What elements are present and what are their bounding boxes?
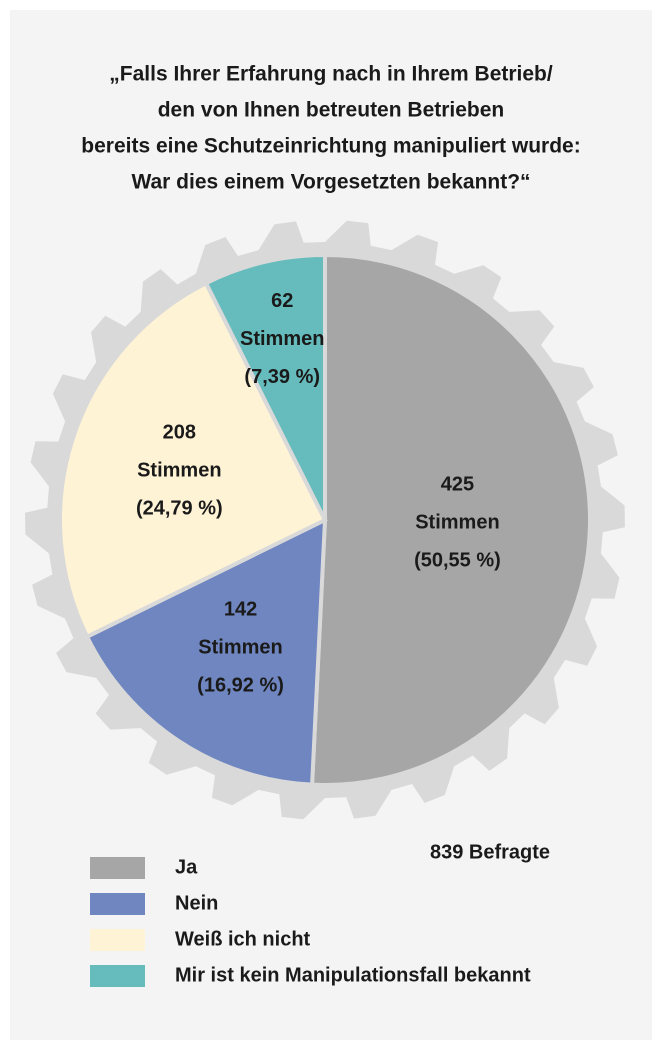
- data-label: Stimmen: [415, 512, 499, 534]
- legend-label: Weiß ich nicht: [175, 928, 311, 950]
- data-label: (50,55 %): [414, 550, 501, 572]
- chart: 839 Befragte „Falls Ihrer Erfahrung nach…: [0, 0, 662, 1052]
- note: 839 Befragte: [430, 841, 550, 863]
- legend-swatch: [90, 929, 145, 951]
- data-label: Stimmen: [240, 328, 324, 350]
- data-label: (16,92 %): [197, 675, 284, 697]
- data-label: 208: [163, 421, 196, 443]
- legend-swatch: [90, 857, 145, 879]
- data-label: 62: [271, 290, 293, 312]
- legend-label: Ja: [175, 856, 198, 878]
- chart-title: bereits eine Schutzeinrichtung manipulie…: [81, 135, 580, 158]
- data-label: (7,39 %): [244, 366, 320, 388]
- legend-label: Nein: [175, 892, 218, 914]
- legend-swatch: [90, 965, 145, 987]
- data-label: Stimmen: [198, 637, 282, 659]
- data-label: Stimmen: [137, 459, 221, 481]
- chart-title: War dies einem Vorgesetzten bekannt?“: [131, 171, 530, 194]
- data-label: (24,79 %): [136, 497, 223, 519]
- pie: [60, 255, 590, 785]
- data-label: 142: [224, 599, 257, 621]
- chart-title: den von Ihnen betreuten Betrieben: [158, 99, 505, 122]
- chart-title: „Falls Ihrer Erfahrung nach in Ihrem Bet…: [109, 63, 553, 86]
- legend-label: Mir ist kein Manipulationsfall bekannt: [175, 964, 531, 986]
- legend-swatch: [90, 893, 145, 915]
- data-label: 425: [441, 474, 474, 496]
